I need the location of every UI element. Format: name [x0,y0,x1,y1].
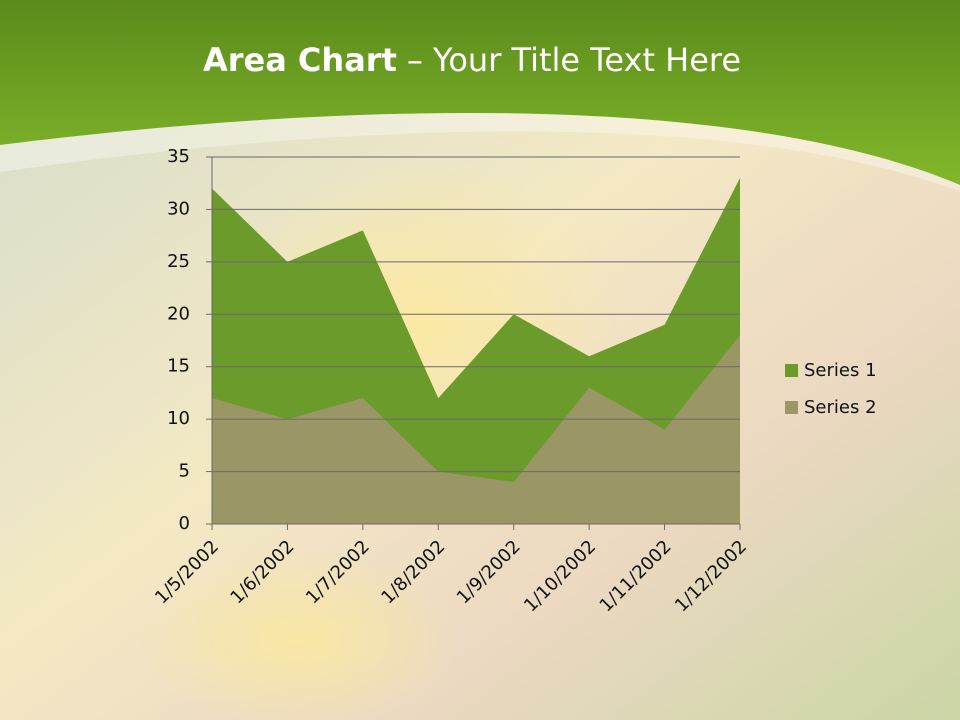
title-bold: Area Chart [203,41,397,79]
y-tick-label: 5 [179,461,190,482]
y-tick-label: 35 [167,146,190,167]
y-tick-label: 10 [167,408,190,429]
header-band [0,0,960,185]
y-tick-label: 0 [179,513,190,534]
y-tick-label: 15 [167,356,190,377]
legend-label: Series 1 [804,360,877,381]
header-swoosh [0,112,960,192]
y-tick-label: 30 [167,198,190,219]
chart-title: Area Chart – Your Title Text Here [203,41,741,79]
y-tick-label: 25 [167,251,190,272]
y-tick-label: 20 [167,303,190,324]
legend-label: Series 2 [804,397,877,418]
legend-swatch [785,364,798,377]
title-rest: – Your Title Text Here [407,41,741,79]
legend-swatch [785,401,798,414]
area [212,335,740,524]
background-glow [140,550,460,720]
